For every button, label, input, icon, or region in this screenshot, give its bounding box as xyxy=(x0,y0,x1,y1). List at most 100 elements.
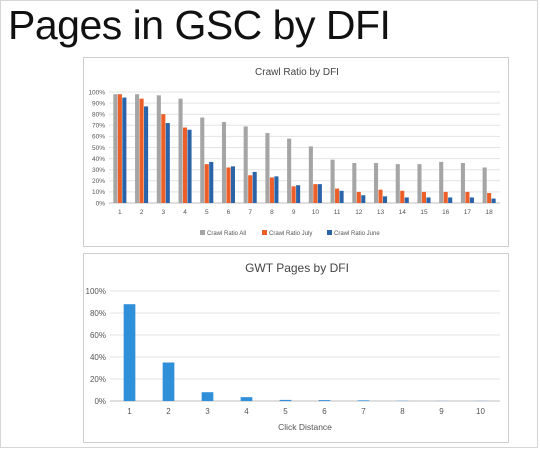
bar-crawl-ratio-july xyxy=(400,190,405,203)
y-tick-label: 0% xyxy=(94,397,106,406)
x-tick-label: 1 xyxy=(118,209,122,216)
bar-crawl-ratio-all xyxy=(200,117,205,203)
bar-crawl-ratio-june xyxy=(296,185,301,203)
bar-crawl-ratio-july xyxy=(139,98,144,203)
crawl-ratio-chart: Crawl Ratio by DFI 0% 10% 20% 30% 40% 50% 60% 70… xyxy=(88,67,500,237)
bar-crawl-ratio-june xyxy=(469,197,474,203)
bar-value xyxy=(357,400,370,401)
bar-crawl-ratio-july xyxy=(356,191,361,203)
y-tick-label: 50% xyxy=(92,145,105,152)
bar-crawl-ratio-all xyxy=(265,133,270,203)
legend-label: Crawl Ratio July xyxy=(269,231,312,237)
x-tick-label: 6 xyxy=(227,209,231,216)
bar-crawl-ratio-all xyxy=(460,163,465,203)
bar-crawl-ratio-all xyxy=(308,146,313,203)
bar-crawl-ratio-all xyxy=(178,98,183,203)
y-tick-label: 40% xyxy=(92,156,105,163)
bar-value xyxy=(318,400,331,401)
x-tick-label: 17 xyxy=(464,209,472,216)
bar-crawl-ratio-all xyxy=(395,164,400,203)
bar-crawl-ratio-june xyxy=(382,196,388,203)
x-tick-label: 8 xyxy=(270,209,274,216)
x-tick-label: 11 xyxy=(334,209,341,216)
bar-crawl-ratio-all xyxy=(439,161,444,203)
bar-crawl-ratio-june xyxy=(165,123,170,203)
bar-crawl-ratio-june xyxy=(339,190,344,203)
bar-crawl-ratio-june xyxy=(361,195,366,203)
bar-crawl-ratio-july xyxy=(421,191,427,203)
x-tick-label: 10 xyxy=(312,209,320,216)
legend-swatch xyxy=(327,230,332,235)
bar-crawl-ratio-all xyxy=(373,163,379,203)
bar-crawl-ratio-all xyxy=(221,121,227,203)
bar-crawl-ratio-june xyxy=(209,161,214,203)
chart-title: GWT Pages by DFI xyxy=(245,261,349,275)
y-tick-label: 100% xyxy=(86,287,106,296)
x-tick-label: 5 xyxy=(283,407,288,416)
x-tick-label: 1 xyxy=(127,407,132,416)
x-tick-label: 2 xyxy=(140,209,144,216)
x-tick-label: 16 xyxy=(442,209,450,216)
y-tick-label: 40% xyxy=(90,353,106,362)
x-tick-label: 3 xyxy=(205,407,210,416)
y-tick-label: 80% xyxy=(92,111,105,118)
y-tick-label: 90% xyxy=(92,100,105,107)
y-tick-label: 20% xyxy=(90,375,106,384)
bar-crawl-ratio-all xyxy=(113,94,118,203)
x-tick-label: 13 xyxy=(377,209,385,216)
bar-crawl-ratio-july xyxy=(291,186,296,203)
crawl-ratio-chart-panel: Crawl Ratio by DFI 0% 10% 20% 30% 40% 50% 60% 70… xyxy=(83,57,509,247)
x-tick-label: 12 xyxy=(355,209,363,216)
bar-crawl-ratio-july xyxy=(226,167,231,203)
bar-crawl-ratio-all xyxy=(352,163,357,203)
bar-crawl-ratio-july xyxy=(248,175,253,203)
x-tick-label: 9 xyxy=(439,407,444,416)
x-tick-label: 4 xyxy=(244,407,249,416)
gwt-pages-chart-panel: GWT Pages by DFI 0% 20% 40% 60% 80% 100% 1 2 3 4 5 6… xyxy=(83,253,509,443)
bar-crawl-ratio-june xyxy=(426,197,431,203)
bar-crawl-ratio-all xyxy=(482,167,487,203)
bar-crawl-ratio-july xyxy=(182,127,188,203)
page-title: Pages in GSC by DFI xyxy=(8,2,391,48)
x-tick-label: 8 xyxy=(400,407,405,416)
x-tick-label: 7 xyxy=(361,407,366,416)
x-tick-label: 3 xyxy=(161,209,165,216)
bar-value xyxy=(162,362,175,401)
x-tick-label: 10 xyxy=(476,407,485,416)
y-tick-label: 0% xyxy=(96,200,106,207)
chart-title: Crawl Ratio by DFI xyxy=(255,67,339,78)
bar-crawl-ratio-july xyxy=(161,114,166,203)
x-tick-label: 7 xyxy=(248,209,252,216)
x-tick-label: 2 xyxy=(166,407,171,416)
bar-crawl-ratio-june xyxy=(187,129,192,203)
bar-value xyxy=(123,304,136,401)
bar-crawl-ratio-june xyxy=(448,197,453,203)
bar-crawl-ratio-june xyxy=(404,197,409,203)
legend-label: Crawl Ratio June xyxy=(334,231,380,237)
y-tick-label: 80% xyxy=(90,309,106,318)
legend-swatch xyxy=(262,230,267,235)
x-tick-label: 4 xyxy=(183,209,187,216)
bar-crawl-ratio-july xyxy=(117,94,122,203)
x-tick-label: 6 xyxy=(322,407,327,416)
bar-crawl-ratio-all xyxy=(417,164,422,203)
x-tick-label: 15 xyxy=(420,209,428,216)
gwt-pages-chart: GWT Pages by DFI 0% 20% 40% 60% 80% 100% 1 2 3 4 5 6… xyxy=(86,261,500,432)
bar-crawl-ratio-all xyxy=(243,126,248,203)
bar-crawl-ratio-july xyxy=(487,193,492,203)
bar-crawl-ratio-july xyxy=(443,191,448,203)
x-tick-label: 9 xyxy=(292,209,296,216)
y-tick-label: 60% xyxy=(90,331,106,340)
bar-crawl-ratio-july xyxy=(313,184,318,203)
bar-crawl-ratio-june xyxy=(252,171,257,203)
bar-crawl-ratio-all xyxy=(287,138,292,203)
bar-crawl-ratio-june xyxy=(230,166,236,203)
bar-crawl-ratio-all xyxy=(156,95,161,203)
x-tick-label: 5 xyxy=(205,209,209,216)
bar-crawl-ratio-june xyxy=(317,184,322,203)
bar-crawl-ratio-june xyxy=(144,106,149,203)
y-tick-label: 70% xyxy=(92,123,105,130)
bar-crawl-ratio-july xyxy=(465,191,470,203)
bar-value xyxy=(279,399,292,401)
